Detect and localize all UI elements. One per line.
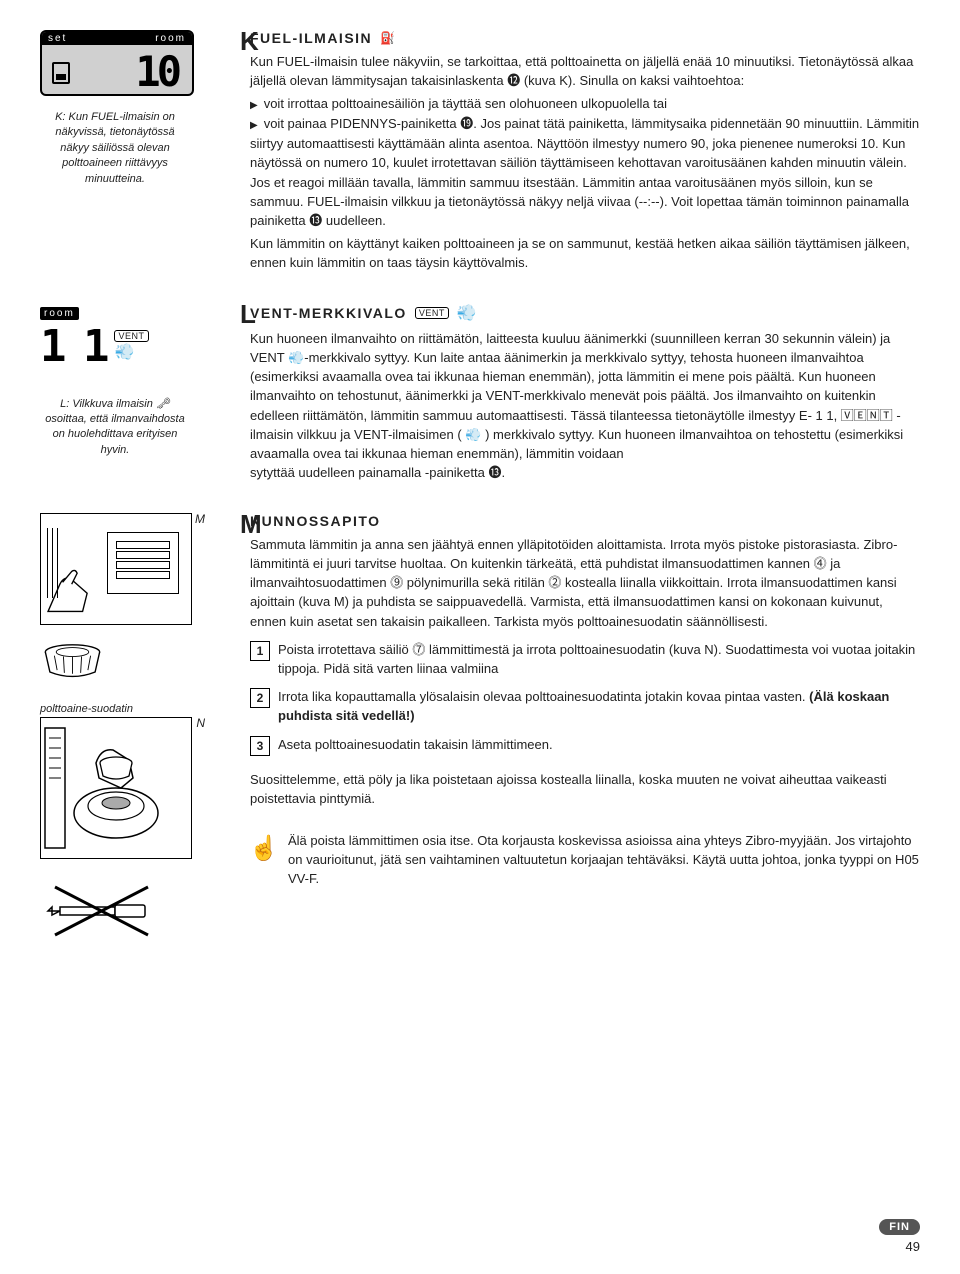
section-k-bullet1: voit irrottaa polttoainesäiliön ja täytt… bbox=[250, 94, 920, 114]
step-2-text: Irrota lika kopauttamalla ylösalaisin ol… bbox=[278, 688, 920, 726]
filter-label: polttoaine-suodatin bbox=[40, 702, 200, 717]
page-number: 49 bbox=[879, 1239, 920, 1254]
section-m-para: Sammuta lämmitin ja anna sen jäähtyä enn… bbox=[250, 535, 920, 631]
section-l-para-end: sytyttää uudelleen painamalla -painikett… bbox=[250, 465, 505, 480]
illus-m-letter: M bbox=[195, 512, 205, 526]
lcd-l-room: room bbox=[40, 307, 79, 320]
fin-badge: FIN bbox=[879, 1219, 920, 1235]
section-l-body: Kun huoneen ilmanvaihto on riittämätön, … bbox=[250, 329, 920, 483]
caption-l: L: Vilkkuva ilmaisin 🗝 osoittaa, että il… bbox=[40, 397, 190, 459]
section-k-letter: K bbox=[240, 26, 259, 57]
section-l-para: Kun huoneen ilmanvaihto on riittämätön, … bbox=[250, 331, 903, 461]
fuel-icon: ⛽ bbox=[380, 31, 395, 45]
section-m-title: KUNNOSSAPITO bbox=[250, 513, 381, 529]
lcd-k: set room 10 bbox=[40, 30, 194, 96]
step-2-text-a: Irrota lika kopauttamalla ylösalaisin ol… bbox=[278, 689, 809, 704]
filter-cap-illustration bbox=[40, 643, 105, 681]
illustration-m: M bbox=[40, 513, 192, 625]
section-l-title: VENT-MERKKIVALO bbox=[250, 305, 407, 321]
pointer-icon: ☝ bbox=[250, 831, 278, 866]
section-k-title: FUEL-ILMAISIN bbox=[250, 30, 372, 46]
section-m-after: Suosittelemme, että pöly ja lika poistet… bbox=[250, 770, 920, 808]
fuel-tank-icon bbox=[52, 62, 70, 84]
fan-icon-heading: 💨 bbox=[457, 303, 477, 323]
section-m-warning: Älä poista lämmittimen osia itse. Ota ko… bbox=[288, 831, 920, 889]
illus-n-letter: N bbox=[196, 716, 205, 730]
illustration-n: N bbox=[40, 717, 192, 859]
vent-badge-heading: VENT bbox=[415, 307, 449, 319]
section-k-para: Kun FUEL-ilmaisin tulee näkyviin, se tar… bbox=[250, 54, 913, 88]
lcd-k-set: set bbox=[48, 33, 67, 44]
lcd-l: room 1 1 VENT 💨 bbox=[40, 303, 190, 383]
step-1-text: Poista irrotettava säiliö ⓻ lämmittimest… bbox=[278, 641, 920, 679]
no-disassembly-icon bbox=[40, 881, 160, 941]
caption-k: K: Kun FUEL-ilmaisin on näkyvissä, tieto… bbox=[40, 110, 190, 187]
section-m-letter: M bbox=[240, 509, 262, 540]
fan-icon: 💨 bbox=[114, 342, 148, 362]
section-k-para-after: Kun lämmitin on käyttänyt kaiken polttoa… bbox=[250, 236, 910, 270]
vent-badge: VENT bbox=[114, 330, 148, 342]
step-2-num: 2 bbox=[250, 688, 270, 708]
lcd-l-value: 1 1 bbox=[40, 321, 104, 372]
section-k-body: Kun FUEL-ilmaisin tulee näkyviin, se tar… bbox=[250, 52, 920, 273]
step-3-text: Aseta polttoainesuodatin takaisin lämmit… bbox=[278, 736, 920, 756]
section-l-letter: L bbox=[240, 299, 256, 330]
lcd-k-room: room bbox=[155, 33, 186, 44]
section-k-bullet2: voit painaa PIDENNYS-painiketta ⓳. Jos p… bbox=[250, 114, 920, 230]
step-1-num: 1 bbox=[250, 641, 270, 661]
step-3-num: 3 bbox=[250, 736, 270, 756]
